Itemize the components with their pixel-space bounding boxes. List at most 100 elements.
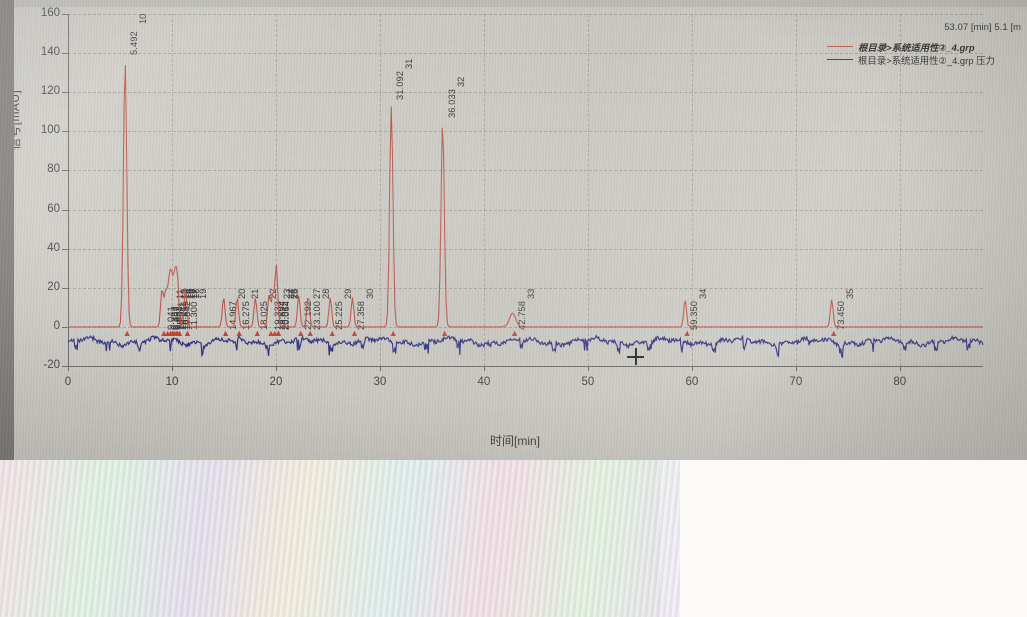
gridline-horizontal	[68, 131, 983, 133]
gridline-horizontal	[68, 170, 983, 172]
y-tick-label: 40	[47, 241, 60, 254]
x-tick-label: 80	[893, 376, 907, 388]
x-tick-mark	[899, 366, 901, 371]
peak-marker-icon: ▲	[173, 327, 183, 338]
panel-top-edge	[14, 0, 1027, 7]
gridline-horizontal	[68, 92, 983, 94]
results-panel[interactable]: ▒▒▒▒ ▒▒▒▒ 保留时间[min] 峰面积[mAU.s] 峰面积[%] 峰高…	[0, 460, 1027, 617]
x-tick-mark	[379, 366, 381, 371]
gridline-vertical	[795, 14, 797, 366]
y-tick-mark	[62, 326, 68, 328]
peak-marker-icon: ▲	[682, 327, 692, 338]
trace-path	[67, 334, 984, 358]
x-axis-line	[68, 366, 983, 367]
legend[interactable]: 根目录>系统适用性②_4.grp 根目录>系统适用性②_4.grp 压力	[827, 40, 1027, 66]
y-tick-label: 60	[47, 202, 60, 215]
x-tick-label: 10	[165, 376, 179, 388]
grid-moire-overlay	[0, 460, 680, 617]
peak-marker-icon: ▲	[305, 327, 315, 338]
x-tick-mark	[691, 366, 693, 371]
peak-marker-icon: ▲	[169, 327, 179, 338]
y-tick-mark	[62, 14, 68, 15]
gridline-vertical	[483, 14, 485, 366]
peak-marker-icon: ▲	[296, 327, 306, 338]
x-tick-label: 60	[685, 376, 699, 388]
y-tick-mark	[62, 287, 68, 289]
y-tick-label: 80	[47, 163, 60, 176]
y-tick-mark	[62, 366, 68, 367]
peak-marker-icon: ▲	[266, 327, 276, 338]
x-tick-mark	[483, 366, 485, 371]
peak-marker-icon: ▲	[252, 327, 262, 338]
legend-item-signal[interactable]: 根目录>系统适用性②_4.grp	[827, 40, 1027, 53]
x-axis-label: 时间[min]	[490, 434, 541, 448]
legend-label-signal: 根目录>系统适用性②_4.grp	[858, 41, 975, 53]
results-panel-background	[660, 460, 1027, 617]
crosshair-cursor-icon	[627, 348, 644, 365]
x-tick-mark	[795, 366, 797, 371]
trace-svg	[67, 64, 984, 358]
y-tick-label: 20	[47, 280, 60, 293]
gridline-vertical	[691, 14, 693, 366]
y-axis-line	[68, 14, 69, 366]
plot-area[interactable]	[68, 14, 983, 367]
x-tick-mark	[68, 366, 69, 371]
peak-marker-icon: ▲	[165, 327, 175, 338]
y-tick-label: 160	[40, 7, 60, 19]
peak-marker-icon: ▲	[440, 327, 450, 338]
y-tick-label: 120	[40, 85, 60, 98]
peak-marker-icon: ▲	[175, 327, 185, 338]
grid-color-fringe-overlay	[0, 460, 680, 617]
y-tick-mark	[62, 248, 68, 250]
panel-left-edge	[0, 0, 14, 460]
trace-path	[68, 64, 983, 328]
peak-marker-icon: ▲	[221, 327, 231, 338]
x-tick-label: 20	[269, 376, 283, 388]
x-tick-mark	[275, 366, 277, 371]
peak-marker-icon: ▲	[159, 327, 169, 338]
gridline-horizontal	[68, 14, 983, 15]
peak-marker-icon: ▲	[163, 327, 173, 338]
y-tick-label: 0	[53, 319, 60, 332]
x-tick-mark	[171, 366, 173, 371]
gridline-vertical	[379, 14, 381, 366]
gridline-vertical	[275, 14, 277, 366]
peak-marker-icon: ▲	[167, 327, 177, 338]
y-tick-mark	[62, 131, 68, 133]
peak-marker-icon: ▲	[274, 327, 284, 338]
legend-swatch-pressure	[827, 59, 853, 60]
peak-marker-icon: ▲	[327, 327, 337, 338]
x-tick-label: 30	[373, 376, 387, 388]
peak-marker-icon: ▲	[349, 327, 359, 338]
x-tick-label: 50	[581, 376, 595, 388]
gridline-horizontal	[68, 287, 983, 289]
gridline-vertical	[899, 14, 901, 366]
y-tick-label: 100	[40, 124, 60, 137]
legend-item-pressure[interactable]: 根目录>系统适用性②_4.grp 压力	[827, 53, 1027, 66]
y-tick-label: -20	[43, 359, 60, 371]
chromatogram-panel[interactable]: 信号[mAU] 时间[min] -20 0 20 40 60 80 100 120 140 160…	[0, 0, 1027, 460]
gridline-horizontal	[68, 248, 983, 250]
peak-marker-icon: ▲	[829, 327, 839, 338]
y-tick-mark	[62, 53, 68, 55]
x-tick-mark	[587, 366, 589, 371]
peak-marker-icon: ▲	[122, 327, 132, 338]
y-tick-mark	[62, 209, 68, 211]
gridline-horizontal	[68, 209, 983, 211]
y-tick-mark	[62, 92, 68, 94]
gridline-vertical	[587, 14, 589, 366]
peak-marker-icon: ▲	[182, 327, 192, 338]
y-tick-label: 140	[40, 46, 60, 59]
peak-marker-icon: ▲	[234, 327, 244, 338]
peak-marker-icon: ▲	[270, 327, 280, 338]
legend-label-pressure: 根目录>系统适用性②_4.grp 压力	[858, 54, 995, 66]
y-tick-mark	[62, 170, 68, 172]
gridline-vertical	[171, 14, 173, 366]
x-tick-label: 0	[64, 376, 72, 388]
legend-swatch-signal	[827, 46, 853, 47]
x-tick-label: 40	[477, 376, 491, 388]
peak-marker-icon: ▲	[273, 327, 283, 338]
peak-marker-icon: ▲	[388, 327, 398, 338]
x-tick-label: 70	[789, 376, 803, 388]
